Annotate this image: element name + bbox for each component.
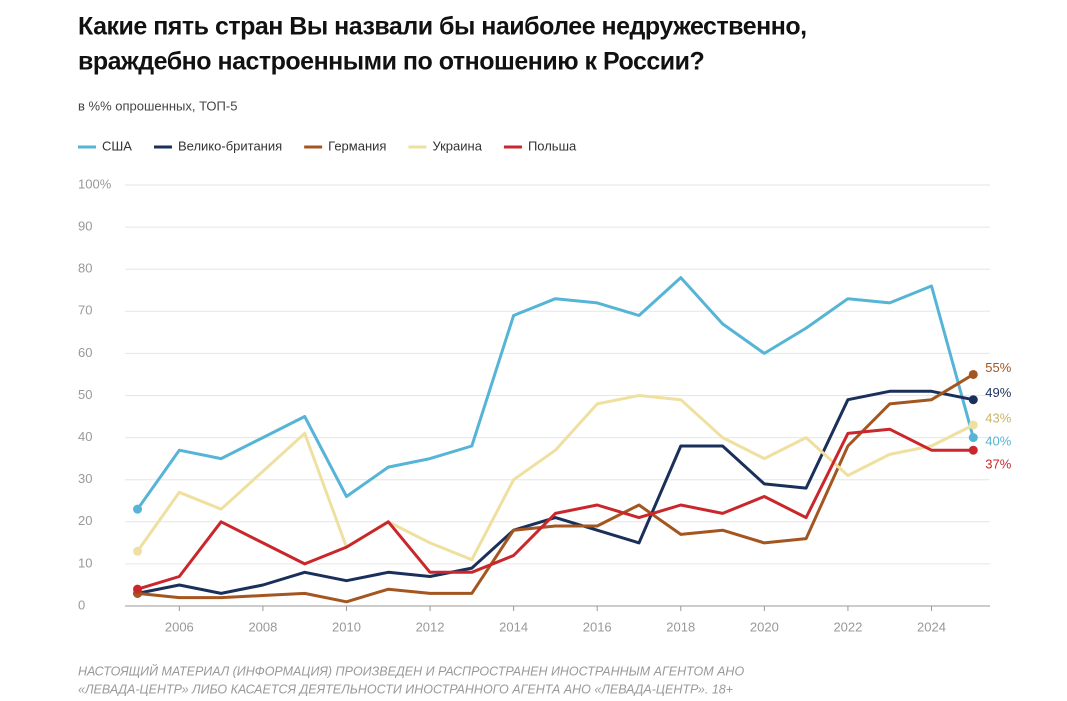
legend-label: Велико-британия bbox=[178, 138, 282, 153]
end-marker bbox=[968, 395, 978, 405]
legend-label: Польша bbox=[528, 138, 577, 153]
end-marker bbox=[133, 504, 143, 514]
x-tick-label: 2016 bbox=[583, 619, 612, 634]
x-tick-label: 2024 bbox=[917, 619, 946, 634]
x-tick-label: 2006 bbox=[165, 619, 194, 634]
x-tick-label: 2008 bbox=[248, 619, 277, 634]
value-label: 40% bbox=[985, 433, 1011, 448]
x-tick-label: 2022 bbox=[833, 619, 862, 634]
x-tick-label: 2014 bbox=[499, 619, 528, 634]
x-tick-label: 2020 bbox=[750, 619, 779, 634]
y-tick-label: 30 bbox=[78, 471, 92, 486]
end-marker bbox=[968, 420, 978, 430]
value-label: 37% bbox=[985, 456, 1011, 471]
series-line bbox=[137, 389, 974, 595]
value-label: 55% bbox=[985, 360, 1011, 375]
end-marker bbox=[968, 433, 978, 443]
end-marker bbox=[968, 369, 978, 379]
x-tick-label: 2018 bbox=[666, 619, 695, 634]
end-marker bbox=[133, 546, 143, 556]
y-tick-label: 80 bbox=[78, 261, 92, 276]
value-label: 49% bbox=[985, 385, 1011, 400]
x-tick-label: 2010 bbox=[332, 619, 361, 634]
series-line bbox=[137, 373, 975, 604]
x-tick-label: 2012 bbox=[416, 619, 445, 634]
end-marker bbox=[133, 584, 143, 594]
end-marker bbox=[968, 445, 978, 455]
y-tick-label: 50 bbox=[78, 387, 92, 402]
y-tick-label: 60 bbox=[78, 345, 92, 360]
legend-label: Украина bbox=[432, 138, 482, 153]
legend-label: США bbox=[102, 138, 132, 153]
subtitle: в %% опрошенных, ТОП-5 bbox=[78, 98, 237, 113]
y-tick-label: 20 bbox=[78, 513, 92, 528]
chart-title: враждебно настроенными по отношению к Ро… bbox=[78, 48, 704, 76]
y-tick-label: 10 bbox=[78, 555, 92, 570]
legend-label: Германия bbox=[328, 138, 386, 153]
value-label: 43% bbox=[985, 410, 1011, 425]
y-tick-label: 100% bbox=[78, 176, 112, 191]
y-tick-label: 40 bbox=[78, 429, 92, 444]
footer: НАСТОЯЩИЙ МАТЕРИАЛ (ИНФОРМАЦИЯ) ПРОИЗВЕД… bbox=[78, 662, 744, 678]
series-line bbox=[137, 427, 974, 591]
y-tick-label: 70 bbox=[78, 303, 92, 318]
footer: «ЛЕВАДА-ЦЕНТР» ЛИБО КАСАЕТСЯ ДЕЯТЕЛЬНОСТ… bbox=[78, 682, 733, 696]
series-line bbox=[136, 276, 975, 511]
y-tick-label: 90 bbox=[78, 219, 92, 234]
chart-title: Какие пять стран Вы назвали бы наиболее … bbox=[78, 13, 807, 41]
y-tick-label: 0 bbox=[78, 597, 85, 612]
